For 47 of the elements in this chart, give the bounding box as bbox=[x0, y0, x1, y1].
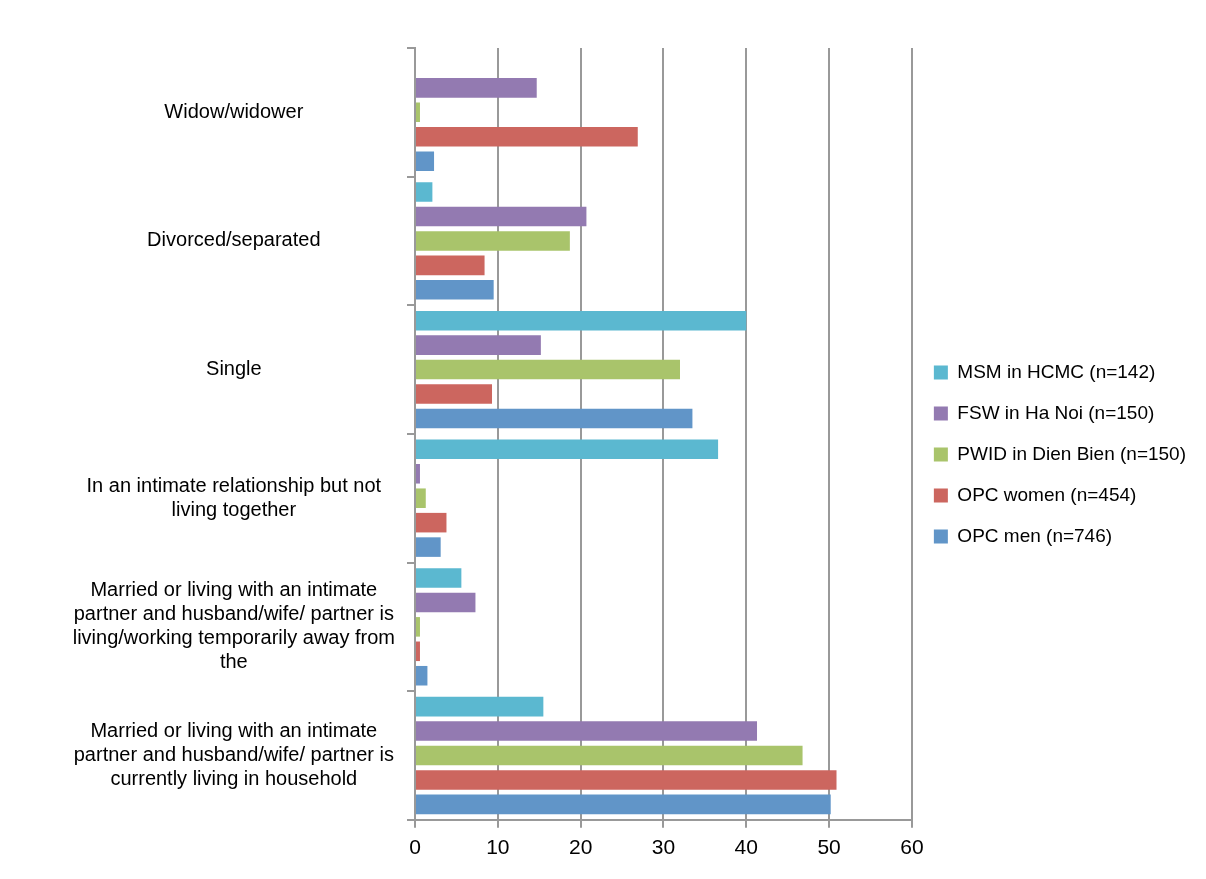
bar bbox=[416, 255, 485, 276]
bar bbox=[416, 126, 638, 147]
x-tick-label: 20 bbox=[568, 835, 593, 859]
y-tick-label: Married or living with an intimate partner and husband/wife/ partner is living/working temporarily away from the bbox=[72, 578, 395, 673]
bar bbox=[416, 794, 831, 815]
x-tick-label: 0 bbox=[409, 835, 421, 859]
legend-label: OPC men (n=746) bbox=[957, 524, 1113, 546]
legend-label: FSW in Ha Noi (n=150) bbox=[957, 401, 1155, 423]
bar bbox=[416, 335, 541, 355]
bar bbox=[416, 464, 420, 484]
y-tick-label: In an intimate relationship but not living together bbox=[86, 473, 382, 520]
bar bbox=[416, 665, 428, 686]
x-tick-label: 10 bbox=[486, 835, 510, 859]
y-tick-label: Widow/widower bbox=[164, 99, 304, 122]
x-tick-label: 50 bbox=[817, 835, 841, 859]
legend-label: OPC women (n=454) bbox=[957, 483, 1137, 505]
bar bbox=[416, 696, 544, 717]
bar bbox=[416, 151, 435, 171]
bar bbox=[416, 641, 420, 662]
bar bbox=[416, 745, 803, 766]
bar bbox=[416, 310, 747, 331]
y-tick-label: Married or living with an intimate partner and husband/wife/ partner is currently living in household bbox=[73, 719, 394, 789]
legend-label: PWID in Dien Bien (n=150) bbox=[957, 442, 1187, 464]
bar bbox=[416, 488, 426, 508]
bar bbox=[416, 537, 441, 557]
bar bbox=[416, 231, 570, 251]
y-tick-label: Divorced/separated bbox=[147, 228, 321, 251]
bar bbox=[416, 280, 494, 300]
legend-label: MSM in HCMC (n=142) bbox=[957, 360, 1156, 382]
bar bbox=[416, 770, 837, 790]
bar bbox=[416, 182, 433, 202]
bar bbox=[416, 359, 680, 380]
bar bbox=[416, 721, 758, 741]
bar bbox=[416, 512, 447, 533]
bar bbox=[416, 206, 587, 227]
x-tick-label: 60 bbox=[900, 835, 924, 859]
bar bbox=[416, 592, 476, 613]
bar bbox=[416, 568, 462, 588]
bar bbox=[416, 439, 719, 460]
bar bbox=[416, 617, 420, 637]
bar bbox=[416, 408, 693, 429]
x-tick-label: 40 bbox=[734, 835, 758, 859]
y-tick-label: Single bbox=[206, 357, 262, 380]
bar bbox=[416, 384, 493, 404]
x-tick-label: 30 bbox=[651, 835, 676, 859]
bar bbox=[416, 102, 420, 123]
bar bbox=[416, 78, 537, 98]
